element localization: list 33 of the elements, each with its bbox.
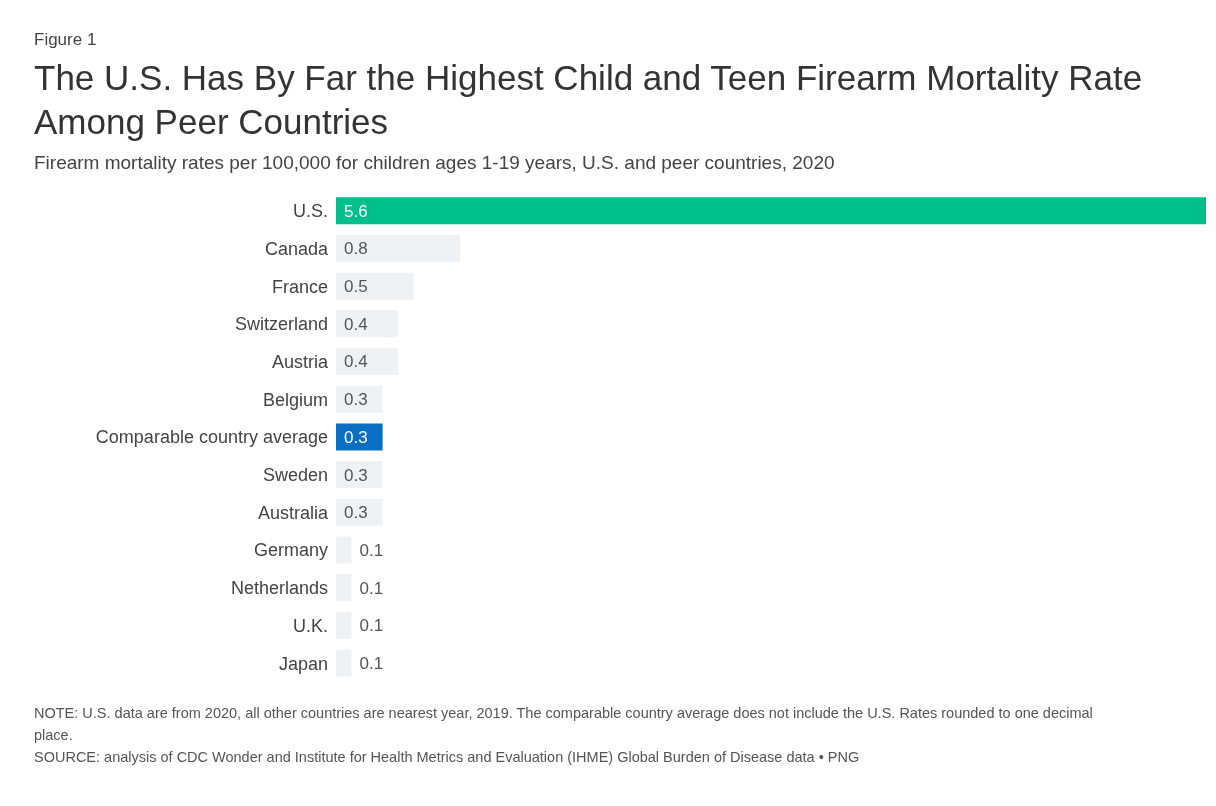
y-tick-label: Sweden (262, 465, 328, 486)
y-tick-label: France (271, 276, 328, 297)
chart-title: The U.S. Has By Far the Highest Child and Teen Firearm Mortality Rate Among Peer Countries (34, 57, 1144, 143)
y-tick-label: Belgium (262, 389, 328, 410)
y-tick-label: Comparable country average (95, 427, 328, 448)
data-label: 0.1 (359, 540, 384, 560)
y-tick-label: Germany (253, 540, 328, 561)
data-label: 0.3 (344, 390, 368, 410)
data-label: 0.8 (344, 239, 368, 259)
y-tick-label: U.S. (292, 201, 328, 222)
y-tick-label: Switzerland (234, 314, 328, 335)
bar (336, 197, 1206, 225)
y-tick-label: Canada (264, 238, 329, 259)
data-label: 0.3 (344, 503, 368, 523)
text: NOTE: U.S. data are from 2020, all other countries are nearest year, 2019. The comparable country average does not include the U.S. Rates rounded to one decimal place. (34, 704, 1094, 745)
bar (336, 423, 383, 451)
y-tick-label: Australia (257, 502, 329, 523)
data-label: 0.4 (344, 352, 368, 372)
data-label: 0.5 (344, 277, 368, 297)
data-label: 0.1 (359, 654, 384, 674)
data-label: 0.1 (359, 578, 384, 598)
source-note: SOURCE: analysis of CDC Wonder and Institute for Health Metrics and Evaluation (IHME) Global Burden of Disease data • PNG (34, 748, 861, 767)
data-label: 0.4 (344, 314, 368, 334)
caption: Figure 1 (34, 30, 98, 50)
data-label: 5.6 (344, 201, 368, 221)
data-label: 0.3 (344, 427, 368, 447)
data-label: 0.3 (344, 465, 368, 485)
data-label: 0.1 (359, 616, 384, 636)
y-tick-label: Japan (278, 653, 328, 674)
y-tick-label: Netherlands (230, 578, 328, 599)
y-tick-label: Austria (271, 352, 329, 373)
chart-subtitle: Firearm mortality rates per 100,000 for children ages 1-19 years, U.S. and peer countries, 2020 (34, 152, 836, 174)
y-tick-label: U.K. (292, 615, 328, 636)
